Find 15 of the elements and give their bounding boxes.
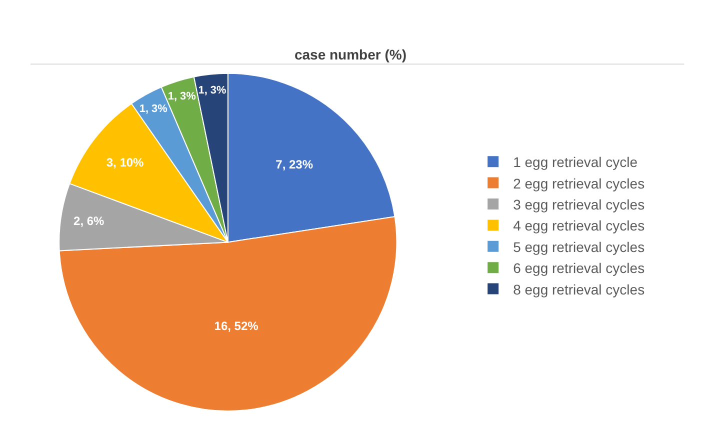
data-label: 2, 6% <box>74 214 105 228</box>
legend-label: 2 egg retrieval cycles <box>513 175 645 192</box>
data-label: 7, 23% <box>276 158 314 172</box>
legend-label: 8 egg retrieval cycles <box>513 281 645 298</box>
chart-title: case number (%) <box>294 46 407 63</box>
legend-label: 5 egg retrieval cycles <box>513 238 645 255</box>
legend-label: 4 egg retrieval cycles <box>513 218 645 234</box>
legend-label: 3 egg retrieval cycles <box>513 196 645 212</box>
legend-label: 6 egg retrieval cycles <box>513 260 645 276</box>
data-label: 1, 3% <box>168 90 196 103</box>
legend-label: 1 egg retrieval cycle <box>513 154 638 170</box>
data-label: 3, 10% <box>106 156 144 170</box>
data-label: 1, 3% <box>139 102 168 115</box>
data-label: 16, 52% <box>214 319 259 334</box>
data-label: 1, 3% <box>198 84 227 96</box>
